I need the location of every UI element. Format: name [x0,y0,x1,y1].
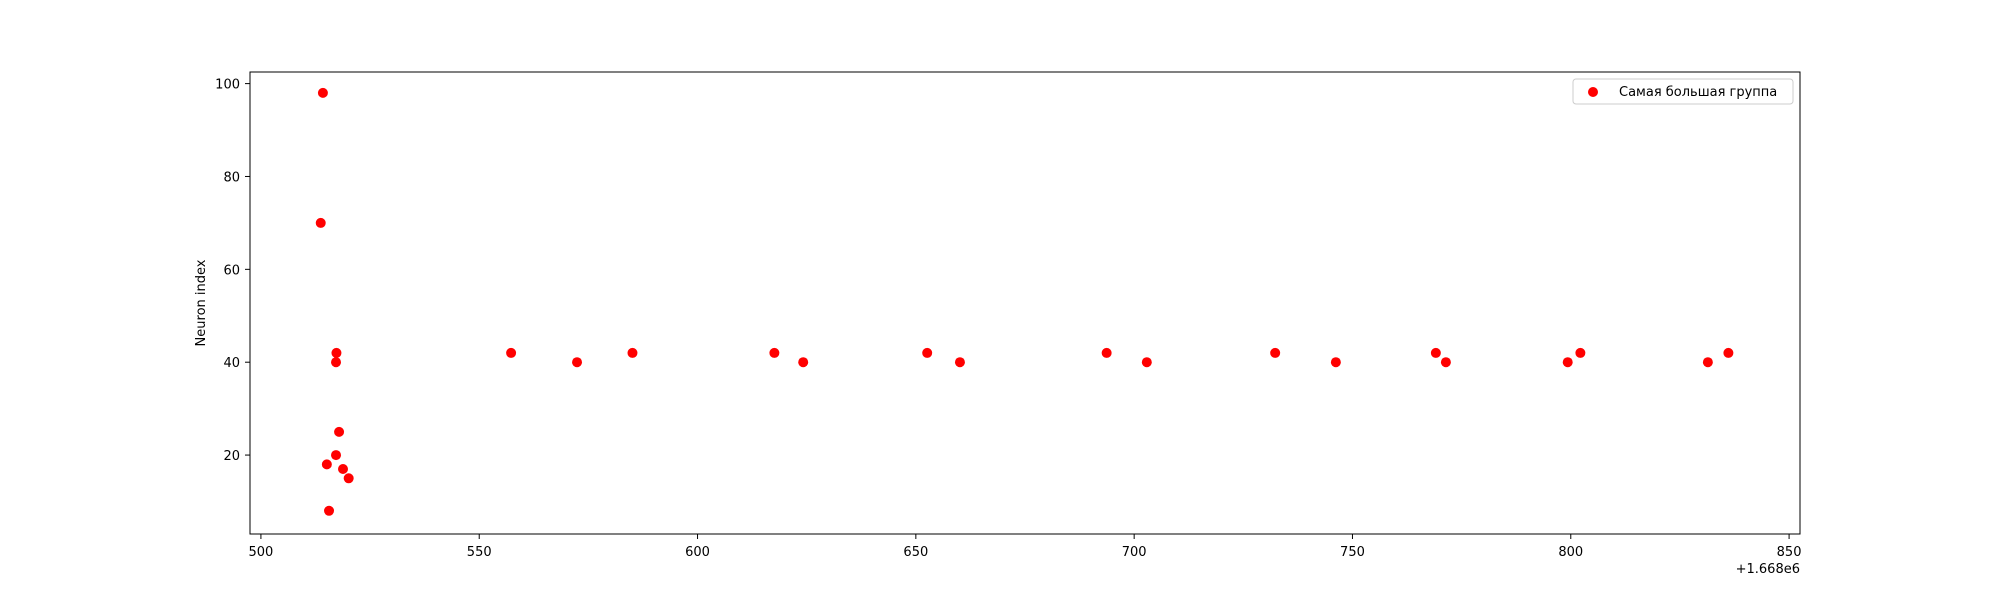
data-point [1723,347,1734,358]
data-point [1270,347,1281,358]
data-point [1101,347,1112,358]
data-point [324,505,335,516]
data-point [315,217,326,228]
x-tick-label: 650 [903,545,928,560]
plot-background [250,72,1800,534]
x-axis: 500 550 600 650 700 750 800 850 [249,534,1802,560]
x-tick-label: 700 [1122,545,1147,560]
y-tick-label: 100 [215,78,240,93]
x-tick-label: 550 [467,545,492,560]
data-point [317,87,328,98]
data-point [1702,357,1713,368]
data-point [798,357,809,368]
data-point [922,347,933,358]
y-tick-label: 20 [223,449,240,464]
data-point [321,459,332,470]
x-tick-label: 750 [1340,545,1365,560]
data-point [331,357,342,368]
data-point [506,347,517,358]
data-point [769,347,780,358]
plot-frame [249,71,1801,535]
y-tick-label: 80 [223,170,240,185]
data-point [1430,347,1441,358]
data-point [334,426,345,437]
data-point [1440,357,1451,368]
points-layer [315,87,1734,516]
y-axis-label: Neuron index [194,259,209,346]
data-point [572,357,583,368]
data-point [1562,357,1573,368]
data-point [627,347,638,358]
data-point [1330,357,1341,368]
legend-marker [1588,87,1598,97]
legend-label: Самая большая группа [1619,85,1777,100]
x-offset-label: +1.668e6 [1736,562,1800,577]
y-axis: 20 40 60 80 100 [215,78,250,464]
data-point [331,347,342,358]
data-point [343,473,354,484]
data-point [1575,347,1586,358]
x-tick-label: 600 [685,545,710,560]
y-tick-label: 40 [223,356,240,371]
legend-box [1572,78,1794,105]
x-tick-label: 850 [1777,545,1802,560]
x-tick-label: 800 [1558,545,1583,560]
x-tick-label: 500 [249,545,274,560]
y-tick-label: 60 [223,263,240,278]
data-point [954,357,965,368]
data-point [338,463,348,474]
data-point [1141,357,1152,368]
data-point [331,450,342,461]
legend: Самая большая группа [1572,78,1794,105]
